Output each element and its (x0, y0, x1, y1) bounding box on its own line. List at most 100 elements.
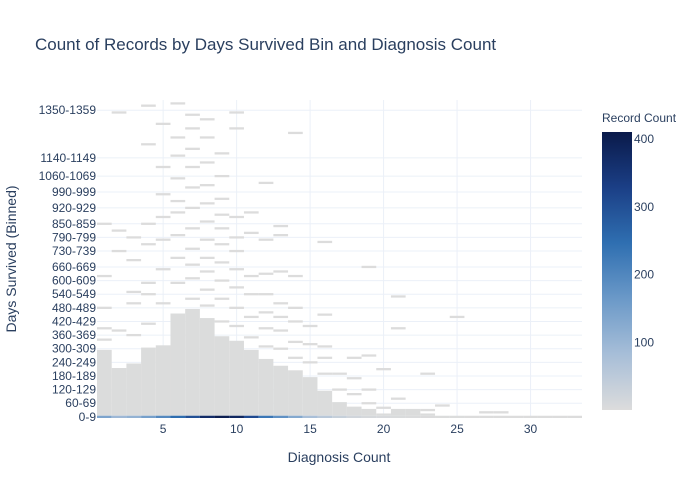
y-tick-label: 600-609 (52, 274, 96, 288)
heatmap-cell (111, 229, 127, 232)
heatmap-cell (126, 363, 142, 416)
heatmap-cell (405, 415, 421, 418)
heatmap-cell (479, 415, 494, 418)
heatmap-cell (126, 236, 142, 239)
heatmap-cell (376, 406, 391, 409)
heatmap-cell (567, 415, 582, 418)
y-tick-label: 850-859 (52, 217, 96, 231)
y-tick-labels: 0-960-69120-129180-189240-249300-309360-… (39, 103, 97, 424)
heatmap-cell (185, 186, 200, 189)
colorbar-tick-label: 300 (634, 200, 654, 214)
colorbar (602, 132, 632, 410)
y-tick-label: 1140-1149 (40, 151, 96, 165)
heatmap-cell (229, 415, 244, 418)
heatmap-cell (214, 152, 230, 155)
heatmap-cell (229, 111, 244, 114)
y-tick-label: 920-929 (52, 201, 96, 215)
heatmap-cell (523, 415, 538, 418)
heatmap-cell (243, 293, 259, 296)
heatmap-cell (420, 413, 436, 416)
heatmap-cell (258, 293, 274, 296)
heatmap-cell (243, 231, 259, 235)
heatmap-cell (243, 274, 259, 278)
heatmap-cell (273, 329, 289, 332)
heatmap-cell (199, 202, 215, 205)
heatmap-cell (185, 308, 200, 416)
heatmap-cell (155, 268, 171, 271)
heatmap-cell (273, 365, 289, 416)
heatmap-cell (420, 408, 436, 412)
heatmap-cell (155, 302, 171, 305)
heatmap-cell (376, 368, 391, 371)
heatmap-cell (185, 415, 200, 418)
heatmap-cell (141, 222, 156, 225)
heatmap-cell (317, 415, 333, 418)
heatmap-cell (346, 406, 362, 416)
heatmap-cell (405, 408, 421, 416)
heatmap-cell (170, 313, 186, 416)
heatmap-cell (214, 261, 230, 264)
heatmap-cell (214, 243, 230, 246)
heatmap-cell (141, 143, 156, 146)
y-tick-label: 540-549 (52, 287, 96, 301)
x-tick-label: 25 (450, 422, 464, 436)
heatmap-cell (141, 347, 156, 416)
heatmap-cell (288, 415, 303, 418)
heatmap-cell (199, 238, 215, 241)
y-tick-label: 420-429 (52, 314, 96, 328)
heatmap-cell (126, 333, 142, 337)
x-tick-label: 20 (377, 422, 391, 436)
heatmap-cell (155, 193, 171, 196)
heatmap-cell (435, 415, 450, 418)
heatmap-cell (361, 415, 377, 418)
heatmap-cell (97, 327, 112, 330)
heatmap-cell (273, 315, 289, 319)
heatmap-cell (214, 227, 230, 230)
y-tick-label: 990-999 (52, 185, 96, 199)
colorbar-tick-label: 200 (634, 268, 654, 282)
heatmap-cell (493, 411, 509, 414)
heatmap-cell (170, 234, 186, 237)
y-tick-label: 180-189 (52, 369, 96, 383)
heatmap-cell (170, 177, 186, 180)
heatmap-cell (317, 390, 333, 416)
heatmap-cell (258, 358, 274, 416)
heatmap-cell (229, 127, 244, 130)
heatmap-cell (111, 111, 127, 114)
heatmap-cell (199, 288, 215, 291)
heatmap-cell (361, 402, 377, 405)
heatmap-cell (111, 415, 127, 418)
heatmap-cell (273, 234, 289, 237)
heatmap-cell (420, 415, 436, 418)
heatmap-cell (288, 306, 303, 309)
heatmap-cell (97, 306, 112, 309)
y-tick-label: 240-249 (52, 355, 96, 369)
heatmap-cell (199, 318, 215, 416)
heatmap-cell (302, 361, 318, 364)
heatmap-cell (97, 222, 112, 225)
heatmap-cell (346, 415, 362, 418)
heatmap-cell (141, 243, 156, 246)
heatmap-cell (449, 315, 465, 319)
heatmap-cell (346, 393, 362, 396)
heatmap-cell (229, 340, 244, 416)
heatmap-cell (376, 415, 391, 418)
heatmap-cell (302, 324, 318, 328)
heatmap-cell (199, 270, 215, 273)
heatmap-cell (155, 415, 171, 418)
heatmap-cell (199, 220, 215, 223)
heatmap-cell (111, 329, 127, 332)
heatmap-cell (155, 215, 171, 219)
heatmap-cell (214, 174, 230, 178)
heatmap-cell (126, 302, 142, 305)
heatmap-cell (273, 224, 289, 228)
colorbar-tick-label: 100 (634, 336, 654, 350)
heatmap-cell (273, 415, 289, 418)
heatmap-cell (317, 356, 333, 359)
heatmap-cell (288, 320, 303, 323)
y-tick-label: 60-69 (65, 396, 96, 410)
heatmap-cell (199, 184, 215, 187)
heatmap-cell (376, 413, 391, 416)
heatmap-cell (449, 415, 465, 418)
heatmap-cell (302, 377, 318, 416)
